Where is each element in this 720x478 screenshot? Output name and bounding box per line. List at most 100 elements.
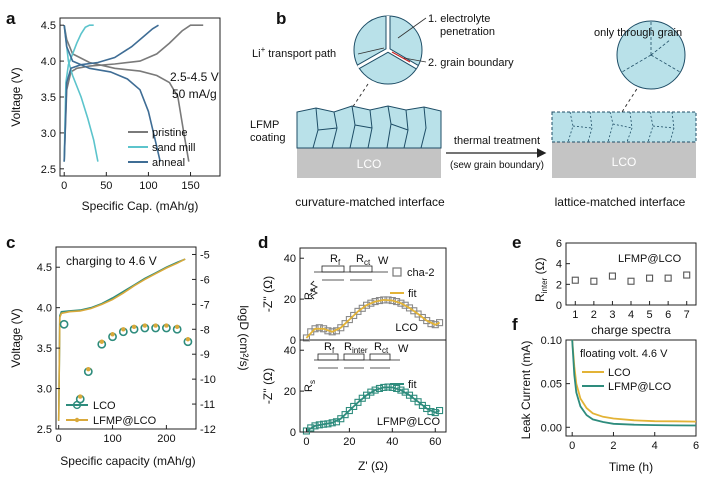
rinter-point — [646, 274, 654, 282]
panel-d-bottom-axes — [299, 339, 447, 433]
panel-e-y-tick-label: 0 — [556, 300, 562, 312]
panel-f-legend: LCO LFMP@LCO — [582, 367, 672, 393]
callout-penetration: penetration — [440, 26, 495, 38]
impedance-fit-bottom — [305, 386, 440, 432]
panel-d-y-bottom-tick-label: 0 — [290, 427, 296, 439]
grain-boundaries-right — [567, 111, 675, 143]
panel-f-x-tick-label: 0 — [569, 440, 575, 452]
legend-label-LCO: LCO — [608, 367, 631, 379]
panel-f-label: f — [512, 315, 518, 334]
panel-a-note-range: 2.5-4.5 V — [170, 70, 219, 84]
panel-a-y-tick-label: 3.5 — [41, 92, 56, 104]
panel-d-ylabel-top: -Z'' (Ω) — [261, 276, 275, 312]
panel-e-x-tick-label: 5 — [647, 309, 653, 321]
voltage-curve-lfmp — [57, 258, 186, 421]
panel-d-y-bottom-tick-label: 20 — [284, 386, 296, 398]
panel-f-x-tick-label: 6 — [693, 440, 699, 452]
callout-grain-boundary: 2. grain boundary — [428, 57, 514, 69]
impedance-point-bottom — [350, 402, 358, 410]
rinter-point — [571, 276, 579, 284]
panel-a-note-rate: 50 mA/g — [172, 87, 217, 101]
callout-1-pointer — [397, 17, 427, 39]
panel-c-y-tick-label: 4.0 — [37, 303, 52, 315]
panel-c-ylabel-right: logD (cm²/s) — [237, 305, 251, 370]
panel-e-plot — [571, 271, 691, 285]
panel-d-ylabel-bottom: -Z'' (Ω) — [261, 368, 275, 404]
panel-a-plot — [63, 24, 204, 162]
panel-a-x-tick-label: 50 — [100, 180, 112, 192]
panel-e-x-tick-label: 2 — [591, 309, 597, 321]
circuit-bottom-rs: Rs — [303, 380, 317, 392]
legend-label-sand-mill: sand mill — [152, 142, 195, 154]
panel-a-y-tick-label: 2.5 — [41, 164, 56, 176]
panel-a-y-tick-label: 4.5 — [41, 20, 56, 32]
circuit-bottom-w: W — [398, 343, 409, 355]
impedance-point-top — [302, 334, 310, 342]
circuit-bottom-rf: Rf — [324, 341, 335, 355]
impedance-point-bottom — [371, 386, 379, 394]
legend-label-anneal: anneal — [152, 157, 185, 169]
legend-marker-LFMP@LCO — [74, 417, 80, 423]
panel-c-y-tick-label: 3.5 — [37, 343, 52, 355]
panel-d-y-top-tick-label: 40 — [284, 253, 296, 265]
panel-a-x-tick-label: 0 — [61, 180, 67, 192]
logd-point-lfmp — [131, 324, 137, 329]
rinter-point — [683, 271, 691, 279]
logd-point-lco — [59, 319, 69, 329]
panel-c-x-tick-label: 0 — [56, 433, 62, 445]
panel-e-label: e — [512, 233, 521, 252]
logd-point-lfmp — [185, 337, 191, 342]
panel-c-ylabel-left: Voltage (V) — [9, 308, 23, 367]
impedance-point-bottom — [345, 406, 353, 415]
impedance-point-top — [363, 301, 371, 309]
panel-c-plot — [57, 258, 193, 421]
impedance-point-bottom — [307, 424, 315, 432]
curve-anneal-charge — [63, 24, 159, 162]
panel-a-ticks: 2.5 3.0 3.5 4.0 4.5 0 50 100 150 — [41, 20, 200, 192]
impedance-point-bottom — [436, 406, 444, 415]
thermal-treatment-label: thermal treatment — [454, 135, 540, 147]
panel-f-plot — [571, 339, 697, 427]
panel-c-y2-tick-label: -11 — [200, 399, 215, 411]
zoom-line-left — [351, 83, 369, 109]
logd-point-lfmp — [174, 324, 180, 329]
panel-f-y-tick-label: 0.10 — [541, 335, 562, 347]
equivalent-circuit-top: Rf Rct W Rs — [303, 253, 389, 300]
impedance-point-bottom — [367, 388, 375, 396]
panel-f-ticks: 0.00 0.05 0.10 0 2 4 6 — [541, 335, 699, 452]
panel-f-axes — [565, 339, 697, 437]
panel-c-legend: LCO LFMP@LCO — [66, 400, 157, 427]
panel-c: c 2.5 3.0 3.5 4.0 4.5 0 100 200 -5 -6 -7 -8 -9 -10 -11… — [6, 233, 251, 468]
panel-c-axes — [55, 246, 197, 430]
panel-d-x-tick-label: 20 — [343, 436, 355, 448]
panel-a-x-tick-label: 150 — [181, 180, 199, 192]
circuit-bottom-rct: Rct — [374, 341, 389, 355]
panel-d-xlabel: Z' (Ω) — [358, 459, 388, 473]
panel-c-x-tick-label: 100 — [103, 433, 121, 445]
lco-substrate-left — [297, 148, 441, 178]
li-path-pointer — [357, 47, 385, 55]
rinter-point — [608, 272, 616, 280]
leak-curve-LCO — [571, 339, 697, 423]
legend-label-LFMP@LCO: LFMP@LCO — [93, 415, 157, 427]
callout-2-pointer — [403, 57, 427, 63]
impedance-point-bottom — [341, 411, 349, 419]
rinter-point — [590, 277, 598, 285]
legend-label-LFMP@LCO: LFMP@LCO — [608, 381, 672, 393]
impedance-point-bottom — [354, 398, 362, 406]
caption-curvature-matched: curvature-matched interface — [295, 195, 445, 209]
panel-a: a 2.5 3.0 3.5 4.0 4.5 0 50 100 150 Voltage (V) S… — [6, 9, 221, 213]
curve-anneal-discharge — [63, 25, 161, 162]
legend-cha2-label: cha-2 — [407, 267, 435, 279]
panel-e-x-tick-label: 6 — [665, 309, 671, 321]
panel-c-y2-tick-label: -5 — [200, 249, 210, 261]
panel-d-y-bottom-tick-label: 40 — [284, 345, 296, 357]
panel-b: b LCO LFMP coating Li+ transport path 1.… — [250, 9, 697, 209]
panel-c-y2-tick-label: -12 — [200, 424, 216, 436]
impedance-point-top — [315, 324, 323, 332]
panel-e-y-tick-label: 2 — [556, 279, 562, 291]
impedance-point-top — [367, 299, 375, 307]
